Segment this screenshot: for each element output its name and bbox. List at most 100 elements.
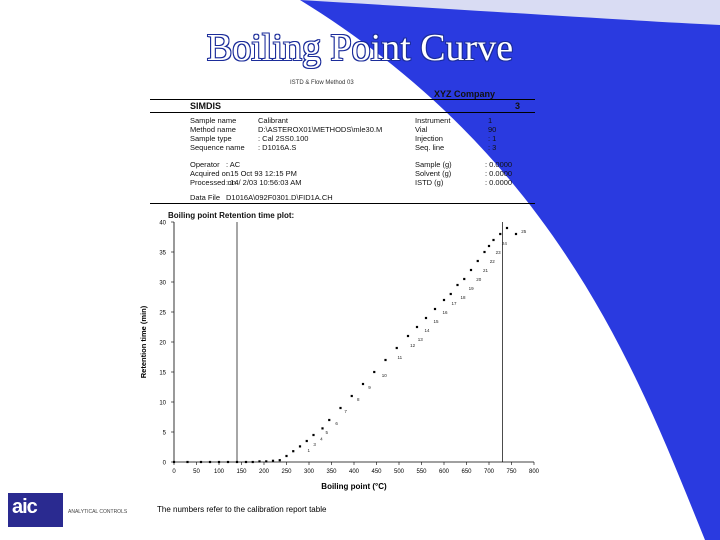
point-annotation: 4 (320, 437, 323, 442)
point-annotation: 17 (452, 301, 458, 306)
data-point (424, 316, 428, 320)
x-tick-label: 550 (416, 469, 427, 475)
x-tick-label: 750 (506, 469, 517, 475)
x-tick-label: 350 (326, 469, 337, 475)
data-point (305, 439, 308, 443)
x-tick-label: 150 (236, 469, 247, 475)
y-axis-label: Retention time (min) (139, 305, 148, 378)
meta-label: Instrument (415, 116, 451, 125)
data-point (469, 268, 473, 272)
data-point (172, 460, 176, 464)
data-point (463, 277, 466, 281)
data-point (483, 250, 486, 254)
data-point (433, 307, 437, 311)
meta-label: Solvent (g) (415, 169, 452, 178)
meta-label: Injection (415, 134, 443, 143)
meta-value: : 0.0000 (485, 160, 513, 169)
plot-title: Boiling point Retention time plot: (168, 211, 295, 220)
meta-value: : 1 (488, 134, 497, 143)
data-point (186, 460, 189, 464)
meta-value: : D1016A.S (258, 143, 297, 152)
y-tick-label: 40 (159, 221, 166, 227)
operator-values: : AC : 15 Oct 93 12:15 PM : 14/ 2/03 10:… (226, 160, 301, 187)
x-tick-label: 300 (304, 469, 315, 475)
point-annotation: 1 (308, 448, 311, 453)
point-annotation: 14 (425, 328, 431, 333)
data-point (339, 406, 342, 410)
point-annotation: 13 (418, 337, 424, 342)
point-annotation: 12 (410, 343, 416, 348)
logo-subtext: ANALYTICAL CONTROLS (68, 509, 128, 515)
data-point (492, 238, 495, 242)
amount-labels: Sample (g) Solvent (g) ISTD (g) (415, 160, 452, 187)
data-point (271, 459, 275, 462)
data-point (292, 450, 295, 453)
point-annotation: 11 (398, 355, 403, 360)
y-tick-label: 10 (159, 401, 166, 407)
x-tick-label: 450 (371, 469, 382, 475)
logo-text: aic (12, 496, 38, 518)
data-point (514, 232, 518, 236)
data-point (278, 459, 281, 462)
y-tick-label: 5 (163, 431, 167, 437)
point-annotation: 22 (490, 259, 496, 264)
meta-label: Acquired on (190, 169, 231, 178)
meta-value: : 0.0000 (485, 178, 513, 187)
data-point (235, 460, 239, 464)
logo-mark: aic (8, 493, 63, 527)
x-tick-label: 200 (259, 469, 270, 475)
report-header-small: ISTD & Flow Method 03 (290, 80, 354, 86)
data-point (226, 460, 230, 464)
data-point (251, 460, 254, 464)
point-annotation: 16 (443, 310, 449, 315)
x-tick-label: 800 (529, 469, 540, 475)
data-point (505, 226, 509, 230)
data-point (298, 445, 302, 448)
meta-value: : 15 Oct 93 12:15 PM (226, 169, 297, 178)
company-logo: aic ANALYTICAL CONTROLS (8, 493, 138, 527)
report-title-bar: SIMDIS 3 (150, 99, 535, 113)
footnote: The numbers refer to the calibration rep… (157, 505, 327, 514)
point-annotation: 25 (521, 229, 527, 234)
y-tick-label: 30 (159, 281, 166, 287)
data-point (350, 394, 353, 398)
point-annotation: 15 (434, 319, 440, 324)
data-file-label: Data File (190, 193, 221, 202)
x-tick-label: 0 (172, 469, 176, 475)
data-point (373, 370, 376, 374)
point-annotation: 18 (461, 295, 467, 300)
meta-label: Sample name (190, 116, 237, 125)
x-tick-label: 400 (349, 469, 360, 475)
x-tick-label: 100 (214, 469, 225, 475)
data-point (476, 259, 479, 263)
meta-value: : 0.0000 (485, 169, 513, 178)
data-point (258, 460, 261, 463)
data-point (312, 433, 315, 437)
data-point (361, 382, 365, 386)
point-annotation: 3 (313, 442, 316, 447)
data-point (285, 454, 288, 458)
point-annotation: 19 (469, 286, 475, 291)
y-tick-label: 25 (159, 311, 166, 317)
point-annotation: 21 (483, 268, 489, 273)
data-point (499, 232, 502, 236)
instrument-labels: Instrument Vial Injection Seq. line (415, 116, 450, 152)
instrument-values: 1 90 : 1 : 3 (488, 116, 496, 152)
point-annotation: 23 (496, 250, 502, 255)
data-point (321, 427, 324, 430)
meta-label: Seq. line (415, 143, 445, 152)
x-tick-label: 500 (394, 469, 405, 475)
x-tick-label: 50 (193, 469, 200, 475)
point-annotation: 9 (368, 385, 371, 390)
meta-label: ISTD (g) (415, 178, 444, 187)
report-name: SIMDIS (190, 101, 222, 111)
meta-value: Calibrant (258, 116, 289, 125)
data-point (456, 283, 459, 287)
data-point (265, 460, 268, 463)
data-point (406, 334, 410, 338)
sample-labels: Sample name Method name Sample type Sequ… (190, 116, 245, 152)
data-point (487, 244, 491, 248)
meta-value: 1 (488, 116, 493, 125)
